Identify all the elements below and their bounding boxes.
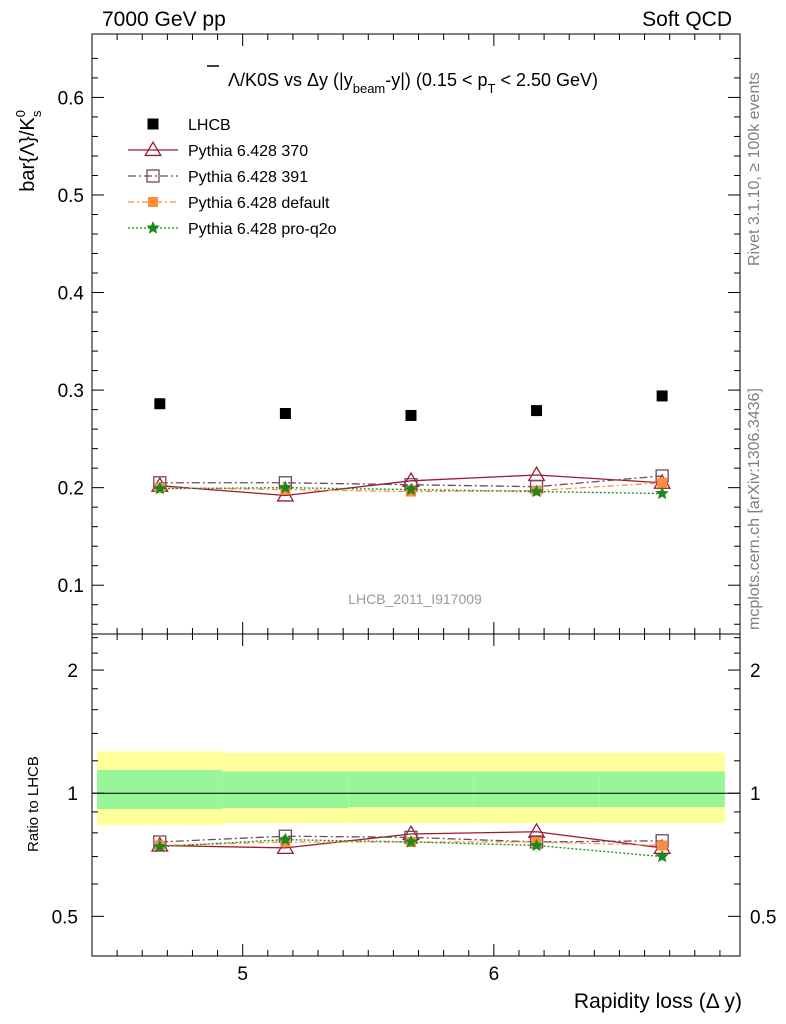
series-proq2o [153, 480, 669, 500]
header-left: 7000 GeV pp [102, 8, 226, 31]
ratio-y-axis-label: Ratio to LHCB [25, 756, 42, 852]
legend-marker [146, 169, 160, 183]
legend-entry-p391: Pythia 6.428 391 [128, 169, 308, 186]
series-lhcb [154, 390, 668, 421]
x-tick-label: 5 [237, 964, 248, 985]
legend-entry-default: Pythia 6.428 default [128, 195, 330, 212]
uncertainty-band-inner [222, 771, 349, 809]
header-right: Soft QCD [642, 8, 732, 31]
legend-entry-lhcb: LHCB [147, 117, 231, 134]
main-panel: 0.1 0.2 0.3 0.4 0.5 0.6 [58, 33, 741, 635]
series-line [159, 831, 663, 849]
x-tick-label: 6 [489, 964, 500, 985]
ratio-frame [91, 633, 741, 957]
data-point [278, 832, 293, 846]
watermark: LHCB_2011_I917009 [348, 591, 482, 607]
legend-label: Pythia 6.428 370 [188, 143, 308, 160]
main-ytick-label: 0.3 [58, 381, 84, 402]
ratio-ytick-label-left: 0.5 [52, 907, 78, 928]
main-ytick-label: 0.1 [58, 576, 84, 597]
data-point [527, 465, 546, 482]
legend-entry-proq2o: Pythia 6.428 pro-q2o [128, 220, 337, 238]
data-point [278, 480, 293, 494]
data-point [656, 390, 668, 402]
ratio-ytick-label-left: 2 [67, 661, 78, 682]
ratio-ytick-label-right: 1 [750, 784, 761, 805]
legend: LHCB Pythia 6.428 370 Pythia 6.428 391 Pyth… [128, 117, 337, 238]
data-point [531, 405, 543, 417]
data-point [279, 408, 291, 420]
data-point [153, 481, 167, 495]
legend-entry-p370: Pythia 6.428 370 [128, 140, 308, 160]
legend-marker [146, 220, 160, 234]
uncertainty-band-inner [473, 771, 600, 808]
legend-marker [147, 118, 159, 130]
ratio-ytick-label-right: 0.5 [750, 907, 776, 928]
data-point [657, 477, 668, 488]
main-ytick-label: 0.5 [58, 186, 84, 207]
data-point [655, 486, 669, 500]
data-point [655, 849, 669, 863]
data-point [529, 838, 544, 852]
main-ytick-label: 0.2 [58, 479, 84, 500]
legend-marker [144, 140, 162, 157]
data-point [404, 834, 418, 848]
ratio-series-proq2o [153, 832, 669, 863]
data-point [657, 840, 668, 851]
data-point [154, 398, 166, 410]
legend-label: Pythia 6.428 default [188, 195, 330, 212]
legend-marker [148, 197, 158, 207]
data-point [405, 409, 417, 421]
legend-label: LHCB [188, 117, 231, 134]
data-point [527, 822, 546, 838]
series-line [159, 474, 663, 497]
ratio-ytick-label-left: 1 [67, 784, 78, 805]
data-point [529, 484, 544, 498]
uncertainty-band-inner [348, 771, 474, 808]
ratio-ytick-label-right: 2 [750, 661, 761, 682]
main-ytick-label: 0.4 [58, 284, 85, 305]
main-y-axis-label: bar{Λ}/K0s [13, 110, 44, 192]
data-point [153, 839, 167, 853]
uncertainty-band-inner [97, 769, 223, 809]
data-point [404, 482, 418, 496]
uncertainty-band-inner [599, 771, 725, 808]
x-axis-label: Rapidity loss (Δ y) [574, 990, 742, 1013]
main-ytick-label: 0.6 [58, 88, 84, 109]
ratio-panel: 0.5 0.5 1 1 2 2 5 6 [52, 633, 776, 985]
legend-label: Pythia 6.428 pro-q2o [188, 221, 337, 238]
legend-label: Pythia 6.428 391 [188, 169, 308, 186]
chart-title: Λ/K0S vs Δy (|ybeam-y|) (0.15 < pT < 2.5… [228, 70, 598, 96]
